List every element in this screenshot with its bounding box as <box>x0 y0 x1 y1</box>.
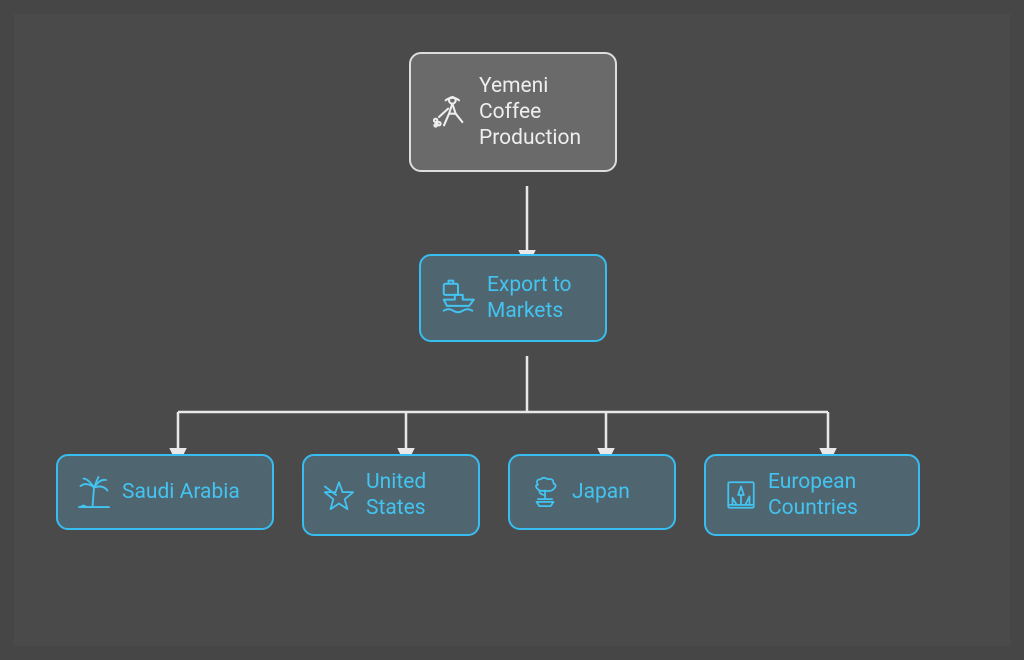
node-root-label: Yemeni Coffee Production <box>479 73 597 152</box>
shipping-icon <box>439 279 477 317</box>
node-export: Export to Markets <box>419 254 607 342</box>
node-root: Yemeni Coffee Production <box>409 52 617 172</box>
node-market-eu-label: European Countries <box>768 469 900 522</box>
node-market-us-label: United States <box>366 469 460 522</box>
diagram-canvas: Yemeni Coffee Production Export to Marke… <box>14 14 1010 646</box>
node-market-eu: European Countries <box>704 454 920 536</box>
node-market-us: United States <box>302 454 480 536</box>
landmark-icon <box>724 478 758 512</box>
node-market-saudi-label: Saudi Arabia <box>122 479 254 505</box>
bonsai-icon <box>528 475 562 509</box>
node-market-saudi: Saudi Arabia <box>56 454 274 530</box>
node-market-japan: Japan <box>508 454 676 530</box>
node-export-label: Export to Markets <box>487 272 587 325</box>
node-market-japan-label: Japan <box>572 479 656 505</box>
palm-icon <box>76 474 112 510</box>
star-icon <box>322 478 356 512</box>
farmer-icon <box>429 92 469 132</box>
